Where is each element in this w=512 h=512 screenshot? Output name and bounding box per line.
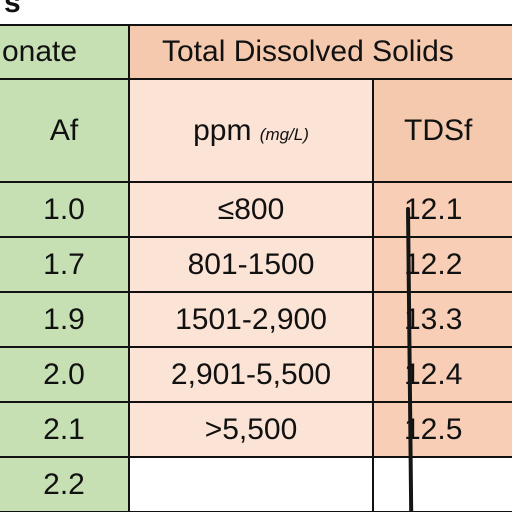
af-header: Af xyxy=(0,78,130,183)
table-row: 1.9 1501-2,900 13.3 xyxy=(0,291,512,348)
tdsf-cell: 12.1 xyxy=(371,181,512,238)
ppm-cell: 1501-2,900 xyxy=(128,291,374,348)
table-row: 2.1 >5,500 12.5 xyxy=(0,401,512,458)
table-row: 2.2 xyxy=(0,456,512,512)
tdsf-header: TDSf xyxy=(371,78,512,183)
tds-header: Total Dissolved Solids xyxy=(127,24,512,80)
ppm-cell: >5,500 xyxy=(128,401,374,458)
header-row-1: onate Total Dissolved Solids xyxy=(0,24,512,80)
ppm-header: ppm (mg/L) xyxy=(128,78,374,183)
tdsf-cell: 12.2 xyxy=(371,236,512,293)
tdsf-cell: 12.5 xyxy=(371,401,512,458)
ppm-unit: (mg/L) xyxy=(259,124,309,144)
table-row: 1.7 801-1500 12.2 xyxy=(0,236,512,293)
alkalinity-header: onate xyxy=(0,24,130,80)
ppm-cell: 2,901-5,500 xyxy=(128,346,374,403)
heading-fragment: s xyxy=(4,0,22,19)
af-cell: 1.9 xyxy=(0,291,130,348)
table-row: 1.0 ≤800 12.1 xyxy=(0,181,512,238)
af-cell: 1.7 xyxy=(0,236,130,293)
ppm-cell xyxy=(128,456,374,512)
af-cell: 1.0 xyxy=(0,181,130,238)
ppm-cell: 801-1500 xyxy=(128,236,374,293)
header-row-2: Af ppm (mg/L) TDSf xyxy=(0,78,512,183)
af-cell: 2.2 xyxy=(0,456,130,512)
ppm-cell: ≤800 xyxy=(128,181,374,238)
tdsf-cell xyxy=(371,456,512,512)
tdsf-cell: 12.4 xyxy=(371,346,512,403)
tdsf-cell: 13.3 xyxy=(371,291,512,348)
factor-table: onate Total Dissolved Solids Af ppm (mg/… xyxy=(0,24,512,512)
ppm-label: ppm xyxy=(193,113,252,147)
table-row: 2.0 2,901-5,500 12.4 xyxy=(0,346,512,403)
af-cell: 2.1 xyxy=(0,401,130,458)
af-cell: 2.0 xyxy=(0,346,130,403)
